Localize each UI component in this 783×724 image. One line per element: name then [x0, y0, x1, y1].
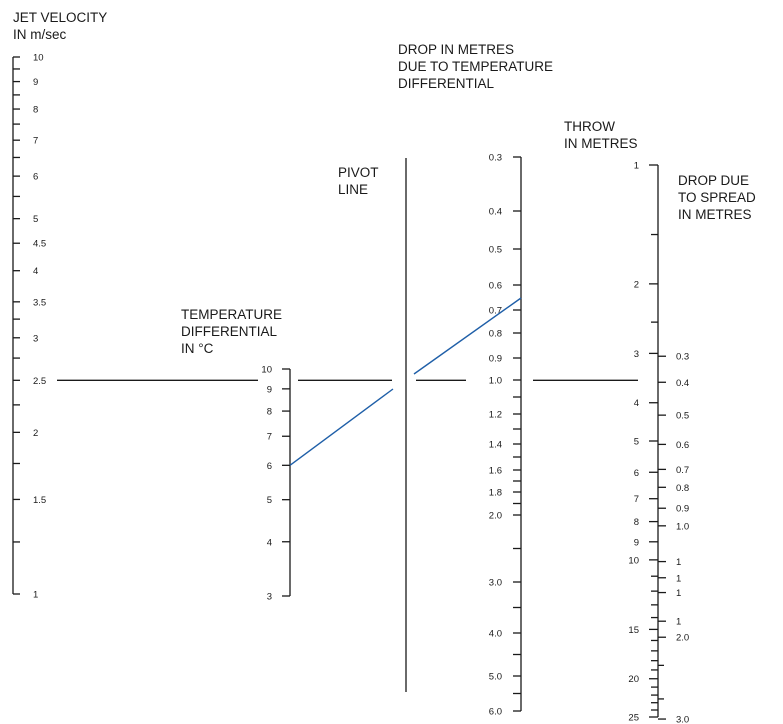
drop-temperature-title-line: DIFFERENTIAL: [398, 76, 495, 91]
drop-temperature-tick-label: 0.5: [489, 245, 502, 256]
temperature-tick-label: 10: [261, 365, 272, 376]
throw-tick-label: 9: [634, 537, 639, 548]
temperature-tick-label: 8: [267, 407, 272, 418]
jet-velocity-tick-label: 6: [33, 172, 38, 183]
drop-temperature-tick-label: 0.3: [489, 153, 502, 164]
drop-temperature-tick-label: 0.9: [489, 354, 502, 365]
drop-temperature-tick-label: 5.0: [489, 672, 502, 683]
drop-temperature-title: DROP IN METRES DUE TO TEMPERATURE DIFFER…: [398, 41, 553, 92]
pivot-title-line: LINE: [338, 182, 369, 197]
throw-tick-label: 10: [628, 555, 639, 566]
jet-velocity-tick-label: 1: [33, 590, 38, 601]
drop-temperature-tick-label: 1.2: [489, 410, 502, 421]
temperature-tick-label: 7: [267, 432, 272, 443]
drop-temperature-title-line: DUE TO TEMPERATURE: [398, 59, 554, 74]
drop-temperature-tick-label: 1.4: [489, 440, 502, 451]
drop-temperature-tick-label: 1.0: [489, 376, 502, 387]
drop-temperature-tick-label: 0.4: [489, 207, 502, 218]
drop-temperature-tick-label: 0.7: [489, 306, 502, 317]
pivot-title-line: PIVOT: [338, 165, 379, 180]
temperature-title-line: DIFFERENTIAL: [181, 324, 278, 339]
drop-temperature-tick-label: 0.6: [489, 281, 502, 292]
drop-temperature-tick-label: 3.0: [489, 578, 502, 589]
throw-tick-label: 6: [634, 468, 639, 479]
example-ray-segment: [289, 388, 394, 466]
jet-velocity-title: JET VELOCITY IN m/sec: [13, 9, 107, 43]
drop-spread-tick-label: 3.0: [676, 715, 689, 724]
pivot-line-title: PIVOT LINE: [338, 164, 379, 198]
drop-spread-tick-label: 1: [676, 588, 681, 599]
drop-spread-tick-label: 0.8: [676, 483, 689, 494]
drop-temperature-tick-label: 1.6: [489, 466, 502, 477]
jet-velocity-tick-label: 2.5: [33, 376, 46, 387]
drop-spread-tick-label: 0.4: [676, 378, 689, 389]
drop-spread-tick-label: 1: [676, 617, 681, 628]
temperature-differential-title: TEMPERATURE DIFFERENTIAL IN °C: [181, 306, 282, 357]
drop-spread-tick-label: 0.5: [676, 411, 689, 422]
throw-tick-label: 3: [634, 349, 639, 360]
jet-velocity-title-line: IN m/sec: [13, 27, 67, 42]
drop-spread-tick-label: 1: [676, 557, 681, 568]
drop-temperature-tick-label: 6.0: [489, 707, 502, 718]
nomogram-tick-labels: 10 9 8 7 6 5 4.5 4 3.5 3 2.5 2 1.5 1 10 9 8 7 6 5 4 3 0.3 0.4 0.…: [33, 53, 689, 724]
temperature-tick-label: 9: [267, 384, 272, 395]
temperature-tick-label: 5: [267, 495, 272, 506]
temperature-title-line: TEMPERATURE: [181, 307, 283, 322]
drop-spread-title-line: IN METRES: [678, 207, 752, 222]
throw-tick-label: 7: [634, 494, 639, 505]
jet-velocity-tick-label: 5: [33, 214, 38, 225]
drop-spread-tick-label: 0.7: [676, 465, 689, 476]
drop-temperature-title-line: DROP IN METRES: [398, 42, 515, 57]
drop-temperature-tick-label: 0.8: [489, 329, 502, 340]
nomogram-ticks: [13, 56, 666, 720]
drop-temperature-tick-label: 4.0: [489, 629, 502, 640]
drop-spread-tick-label: 0.3: [676, 352, 689, 363]
throw-title-line: THROW: [564, 119, 615, 134]
jet-velocity-tick-label: 7: [33, 136, 38, 147]
jet-velocity-tick-label: 2: [33, 428, 38, 439]
drop-spread-tick-label: 1.0: [676, 521, 689, 532]
nomogram-axes: [12, 57, 659, 717]
jet-velocity-tick-label: 1.5: [33, 495, 46, 506]
jet-velocity-tick-label: 9: [33, 77, 38, 88]
drop-spread-tick-label: 0.9: [676, 504, 689, 515]
drop-spread-tick-label: 0.6: [676, 440, 689, 451]
temperature-tick-label: 4: [267, 537, 272, 548]
jet-velocity-tick-label: 4: [33, 266, 38, 277]
jet-velocity-tick-label: 8: [33, 105, 38, 116]
jet-velocity-tick-label: 4.5: [33, 239, 46, 250]
throw-tick-label: 15: [628, 625, 639, 636]
throw-tick-label: 4: [634, 398, 639, 409]
jet-velocity-tick-label: 3.5: [33, 297, 46, 308]
drop-temperature-tick-label: 1.8: [489, 488, 502, 499]
throw-tick-label: 1: [634, 161, 639, 172]
drop-spread-tick-label: 2.0: [676, 633, 689, 644]
temperature-tick-label: 6: [267, 461, 272, 472]
drop-spread-title-line: TO SPREAD: [678, 190, 756, 205]
throw-title: THROW IN METRES: [564, 118, 638, 152]
jet-velocity-tick-label: 3: [33, 333, 38, 344]
drop-temperature-tick-label: 2.0: [489, 511, 502, 522]
jet-velocity-tick-label: 10: [33, 53, 44, 64]
throw-tick-label: 8: [634, 517, 639, 528]
drop-spread-title: DROP DUE TO SPREAD IN METRES: [678, 172, 756, 223]
throw-tick-label: 25: [628, 713, 639, 724]
throw-tick-label: 2: [634, 279, 639, 290]
example-ray-segment: [413, 297, 522, 375]
throw-title-line: IN METRES: [564, 136, 638, 151]
nomogram-example-rays: [57, 297, 638, 466]
throw-tick-label: 5: [634, 437, 639, 448]
drop-spread-tick-label: 1: [676, 573, 681, 584]
throw-tick-label: 20: [628, 674, 639, 685]
temperature-title-line: IN °C: [181, 341, 214, 356]
jet-velocity-title-line: JET VELOCITY: [13, 10, 108, 25]
temperature-tick-label: 3: [267, 592, 272, 603]
drop-spread-title-line: DROP DUE: [678, 173, 750, 188]
